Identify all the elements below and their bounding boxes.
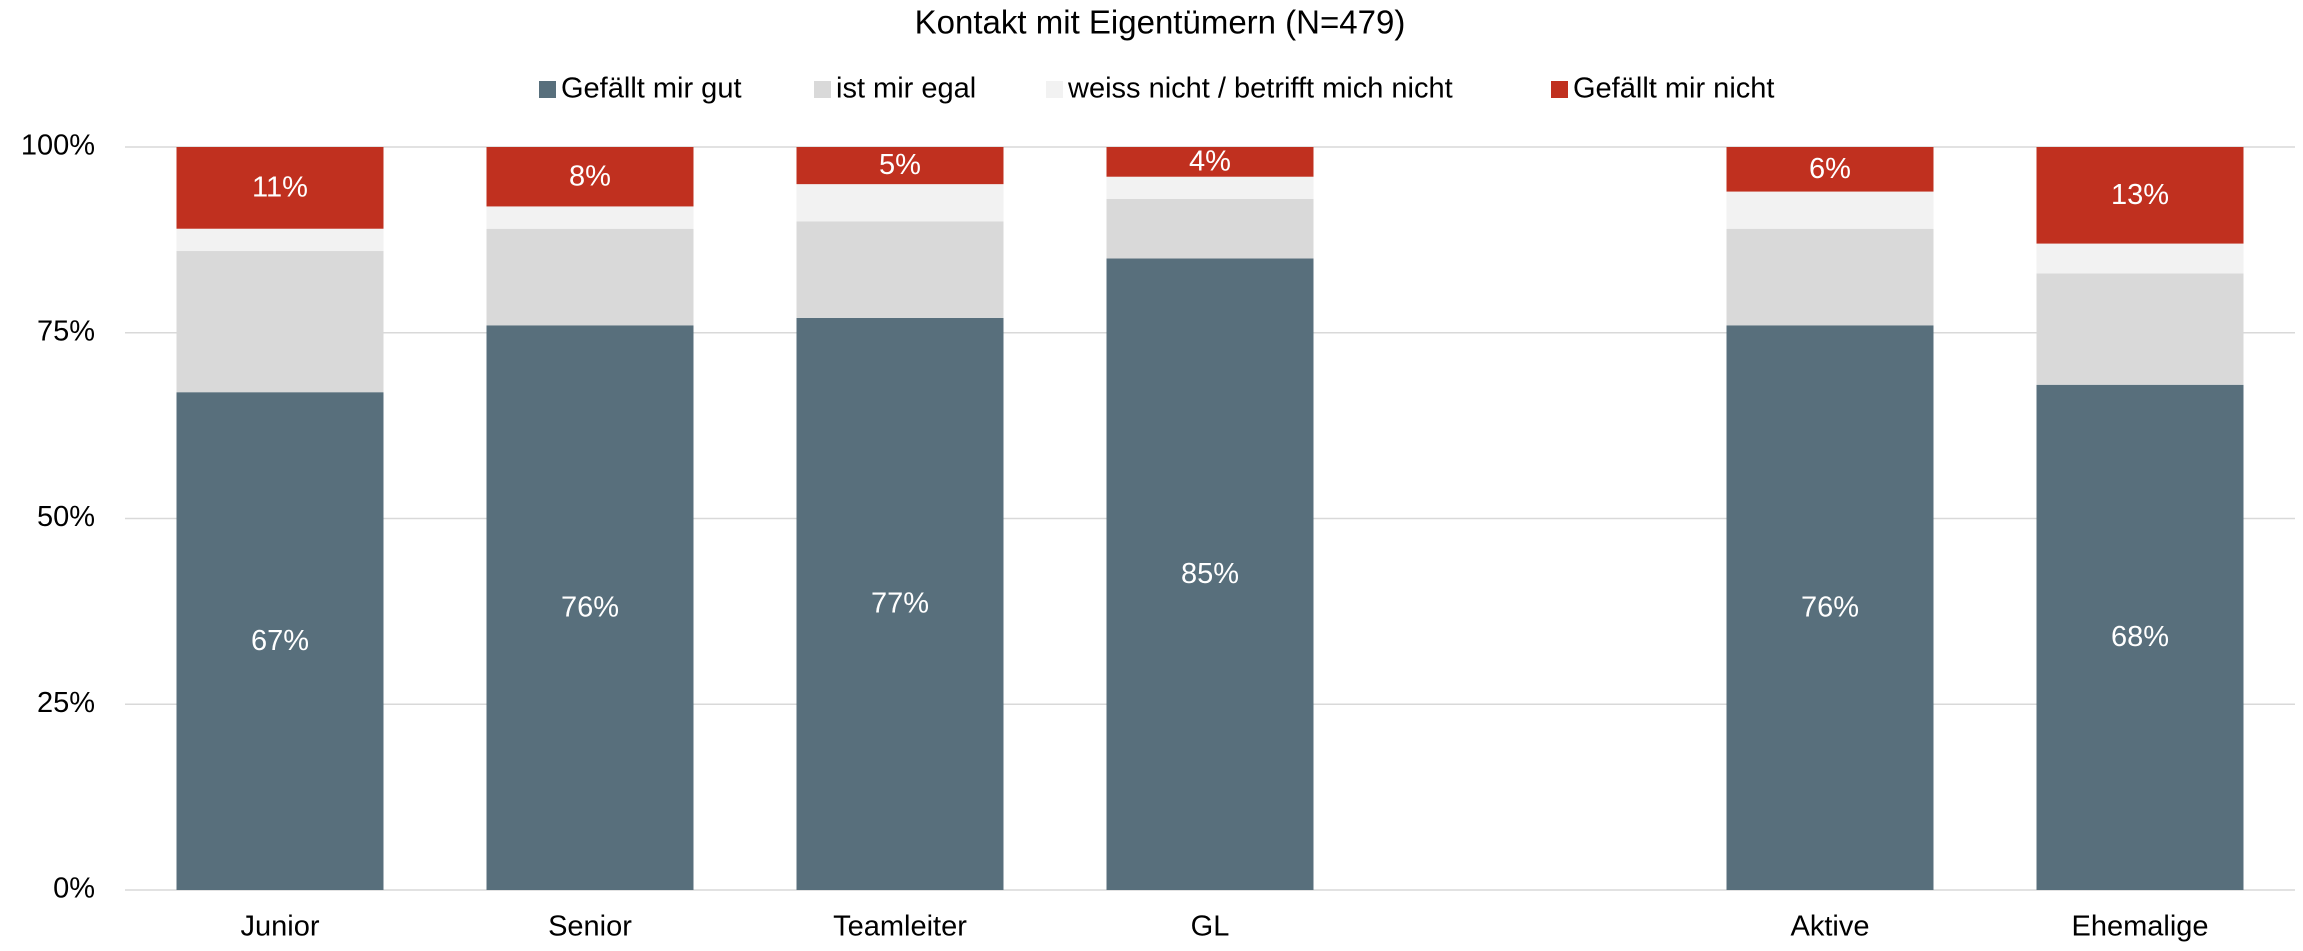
data-label: 13% bbox=[2111, 179, 2169, 211]
legend-swatch bbox=[539, 81, 556, 98]
y-tick-label: 25% bbox=[37, 687, 95, 719]
data-label: 6% bbox=[1809, 153, 1851, 185]
x-tick-label: Senior bbox=[548, 911, 632, 943]
chart-title: Kontakt mit Eigentümern (N=479) bbox=[915, 4, 1406, 41]
bar-segment bbox=[176, 147, 384, 229]
data-label: 4% bbox=[1189, 146, 1231, 178]
bar-segment bbox=[176, 251, 384, 393]
data-label: 11% bbox=[252, 172, 308, 204]
legend-label: weiss nicht / betrifft mich nicht bbox=[1067, 73, 1453, 105]
data-label: 68% bbox=[2111, 621, 2169, 653]
legend-swatch bbox=[1551, 81, 1568, 98]
data-label: 85% bbox=[1181, 558, 1239, 590]
bar-segment bbox=[486, 325, 694, 890]
data-label: 77% bbox=[871, 588, 929, 620]
y-tick-label: 75% bbox=[37, 315, 95, 347]
bar-segment bbox=[796, 221, 1004, 318]
bar-segment bbox=[796, 317, 1004, 890]
bar-segment bbox=[1726, 228, 1934, 326]
bar-segment bbox=[1106, 199, 1314, 259]
x-tick-label: Ehemalige bbox=[2071, 911, 2208, 943]
y-tick-label: 50% bbox=[37, 501, 95, 533]
bar-segment bbox=[796, 184, 1004, 222]
legend-label: ist mir egal bbox=[836, 73, 976, 105]
bar-segment bbox=[176, 228, 384, 252]
bar-segment bbox=[176, 392, 384, 890]
legend-swatch bbox=[1046, 81, 1063, 98]
bar-segment bbox=[2036, 273, 2244, 385]
bar-segment bbox=[796, 147, 1004, 185]
bar-segment bbox=[2036, 384, 2244, 890]
bar-segment bbox=[1726, 147, 1934, 192]
data-label: 5% bbox=[879, 149, 921, 181]
x-tick-label: GL bbox=[1191, 911, 1230, 943]
data-label: 67% bbox=[251, 625, 309, 657]
legend-label: Gefällt mir gut bbox=[561, 73, 742, 105]
x-tick-label: Teamleiter bbox=[833, 911, 967, 943]
x-tick-label: Aktive bbox=[1791, 911, 1870, 943]
bar-segment bbox=[486, 147, 694, 207]
data-label: 76% bbox=[561, 591, 619, 623]
bar-segment bbox=[1106, 258, 1314, 890]
data-label: 8% bbox=[569, 160, 611, 192]
bar-segment bbox=[1726, 325, 1934, 890]
legend-swatch bbox=[814, 81, 831, 98]
bar-segment bbox=[1106, 176, 1314, 200]
legend-label: Gefällt mir nicht bbox=[1573, 73, 1774, 105]
bar-segment bbox=[486, 206, 694, 229]
y-tick-label: 0% bbox=[53, 873, 95, 905]
bar-segment bbox=[486, 228, 694, 326]
bar-segment bbox=[1726, 191, 1934, 229]
bar-segment bbox=[1106, 147, 1314, 177]
x-tick-label: Junior bbox=[241, 911, 320, 943]
y-tick-label: 100% bbox=[21, 130, 95, 162]
data-label: 76% bbox=[1801, 591, 1859, 623]
bar-segment bbox=[2036, 243, 2244, 274]
bar-segment bbox=[2036, 147, 2244, 244]
